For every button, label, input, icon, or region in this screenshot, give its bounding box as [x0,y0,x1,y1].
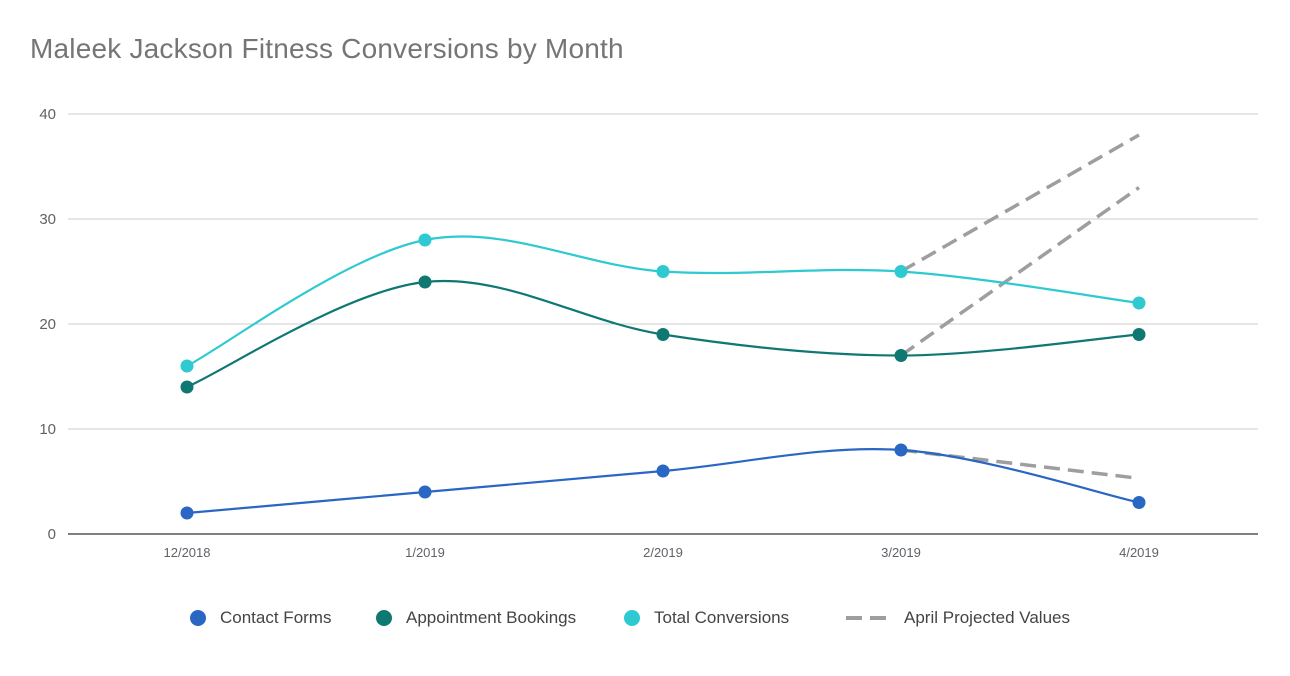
legend-marker-appointment-bookings [376,610,392,626]
data-point-appointment-bookings [894,349,908,362]
data-point-total-conversions [1132,296,1146,310]
legend-item-april-projected-values[interactable]: April Projected Values [846,604,1070,632]
legend-label-april-projected-values: April Projected Values [904,608,1070,627]
data-point-total-conversions [894,265,908,278]
data-point-contact-forms [180,506,194,520]
data-point-contact-forms [418,485,432,499]
legend-marker-april-projected-values [846,616,886,620]
data-point-total-conversions [418,233,432,247]
x-tick-label: 3/2019 [881,545,921,560]
series-line-total-conversions [186,235,1140,367]
x-tick-label: 4/2019 [1119,545,1159,560]
legend-item-appointment-bookings[interactable]: Appointment Bookings [376,604,576,632]
data-point-appointment-bookings [180,380,194,394]
y-tick-label: 20 [39,316,56,333]
chart-title: Maleek Jackson Fitness Conversions by Mo… [30,33,624,64]
data-point-appointment-bookings [656,328,670,341]
legend-item-total-conversions[interactable]: Total Conversions [624,604,789,632]
chart-legend: Contact Forms Appointment Bookings Total… [0,604,1290,634]
y-tick-label: 10 [39,421,56,438]
legend-marker-contact-forms [190,610,206,626]
series-line-contact-forms [186,448,1140,515]
x-tick-label: 1/2019 [405,545,445,560]
data-point-contact-forms [656,464,670,478]
legend-label-contact-forms: Contact Forms [220,608,332,627]
data-point-total-conversions [180,359,194,373]
y-tick-label: 0 [48,526,56,543]
y-tick-label: 40 [39,106,56,123]
data-point-appointment-bookings [418,275,432,289]
legend-label-total-conversions: Total Conversions [654,608,790,627]
x-tick-label: 2/2019 [643,545,683,560]
legend-item-contact-forms[interactable]: Contact Forms [190,604,331,632]
legend-label-appointment-bookings: Appointment Bookings [406,608,577,627]
projected-line-0 [900,133,1140,274]
data-point-appointment-bookings [1132,328,1146,341]
data-point-contact-forms [1132,496,1146,509]
data-point-contact-forms [894,443,908,457]
data-point-total-conversions [656,265,670,278]
legend-marker-total-conversions [624,610,640,626]
line-chart: 0 10 20 30 40 12/2018 1/2019 2/2019 3/2019 4/2019 [39,106,1258,560]
y-tick-label: 30 [39,211,56,228]
x-tick-label: 12/2018 [164,545,211,560]
projected-line-1 [899,186,1141,357]
